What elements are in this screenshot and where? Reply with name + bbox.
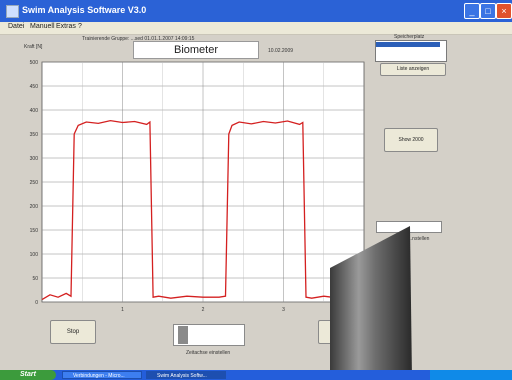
x-tick-labels: 1 2 3 [121, 307, 285, 313]
system-tray [430, 370, 512, 380]
list-selection[interactable] [376, 42, 440, 47]
file-label: Trainierende Gruppe: ...sed 01.01.1.2007… [82, 36, 195, 42]
y-tick-label: 200 [30, 204, 39, 210]
y-tick-label: 50 [32, 276, 38, 282]
x-tick-label: 2 [202, 307, 205, 313]
minimize-icon[interactable]: _ [464, 3, 480, 19]
maximize-icon[interactable]: □ [480, 3, 496, 19]
series-line [41, 119, 332, 301]
y-tick-label: 150 [30, 228, 39, 234]
spinner-label: ...nstellen [408, 236, 430, 242]
stop-button[interactable]: Stop [50, 320, 96, 344]
menu-help[interactable]: ? [78, 23, 82, 30]
y-tick-label: 400 [30, 108, 39, 114]
chart-title: Biometer [133, 41, 259, 59]
y-tick-label: 300 [30, 156, 39, 162]
x-tick-label: 3 [282, 307, 285, 313]
menu-bar: Datei Manuell Extras ? [0, 22, 512, 35]
storage-listbox[interactable] [375, 40, 447, 62]
timeaxis-slider[interactable] [173, 324, 245, 346]
show-2000-button[interactable]: Show 2000 [384, 128, 438, 152]
taskbar: Start Verbindungen - Micro... Swim Analy… [0, 370, 512, 380]
y-tick-labels: 0 50 100 150 200 250 300 350 400 450 500 [30, 60, 39, 306]
x-tick-label: 1 [121, 307, 124, 313]
y-tick-label: 100 [30, 252, 39, 258]
task-connections[interactable]: Verbindungen - Micro... [62, 371, 142, 379]
slider-label: Zeitachse einstellen [186, 350, 231, 356]
y-tick-label: 450 [30, 84, 39, 90]
menu-extras[interactable]: Extras [56, 23, 76, 30]
list-label: Speicherplatz [394, 34, 425, 40]
window-titlebar[interactable]: Swim Analysis Software V3.0 _ □ × [0, 0, 512, 22]
window-title: Swim Analysis Software V3.0 [22, 5, 147, 15]
date-label: 10.02.2009 [268, 48, 294, 54]
app-icon [6, 5, 19, 18]
slider-thumb[interactable] [178, 326, 188, 344]
y-tick-label: 500 [30, 60, 39, 66]
y-tick-label: 350 [30, 132, 39, 138]
grid [42, 61, 364, 303]
start-button[interactable]: Start [0, 370, 56, 380]
menu-manuell[interactable]: Manuell [30, 23, 55, 30]
show-list-button[interactable]: Liste anzeigen [380, 63, 446, 76]
menu-datei[interactable]: Datei [8, 23, 25, 30]
y-tick-label: 0 [35, 300, 38, 306]
y-tick-label: 250 [30, 180, 39, 186]
task-swim-analysis[interactable]: Swim Analysis Softw... [146, 371, 226, 379]
y-axis-label: Kraft [N] [24, 44, 43, 50]
